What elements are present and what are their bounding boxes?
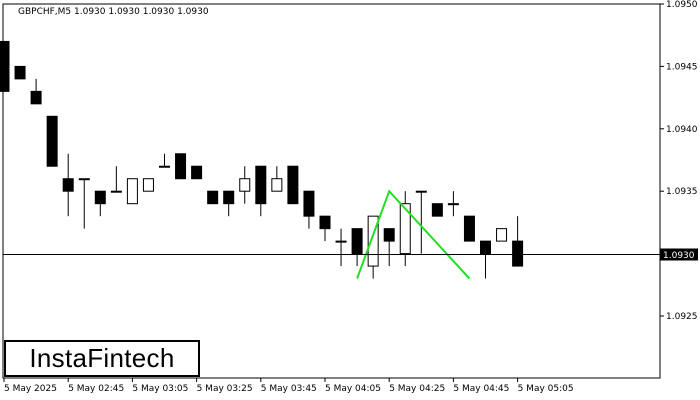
time-tick-label: 5 May 05:05: [518, 384, 574, 394]
candle: [335, 228, 347, 267]
candle: [303, 190, 315, 229]
bear-candle-body: [110, 190, 122, 193]
candle: [191, 165, 203, 180]
bull-candle-body: [239, 178, 251, 192]
candle: [223, 190, 235, 217]
bull-candle-body: [496, 228, 508, 242]
time-tick-label: 5 May 04:25: [389, 384, 445, 394]
candle: [480, 240, 491, 279]
time-tick-label: 5 May 2025: [4, 384, 57, 394]
bear-candle-body: [223, 190, 235, 205]
candle: [399, 191, 411, 267]
current-price-badge-bg: [660, 248, 698, 261]
bear-candle-body: [351, 228, 363, 255]
candle: [367, 215, 379, 279]
price-tick-label: 1.0950: [666, 0, 698, 10]
candle: [463, 215, 475, 242]
candle: [110, 166, 122, 193]
bear-candle-body: [463, 215, 475, 242]
candle: [207, 190, 219, 205]
bear-candle-body: [480, 240, 491, 255]
bear-candle-body: [159, 165, 170, 168]
candle: [431, 203, 443, 217]
time-axis: 5 May 2025 5 May 02:45 5 May 03:05 5 May 03…: [3, 378, 574, 394]
bull-candle-body: [399, 203, 411, 255]
candle: [255, 165, 267, 217]
bear-candle-body: [14, 65, 26, 80]
bull-candle-body: [271, 178, 283, 192]
bear-candle-body: [383, 228, 395, 242]
candle: [287, 165, 299, 205]
candle: [78, 178, 90, 229]
bear-candle-body: [62, 178, 74, 192]
candles-layer: [0, 40, 524, 279]
bear-candle-body: [431, 203, 443, 217]
instafintech-logo: InstaFintech: [4, 340, 200, 377]
symbol-header: GBPCHF,M5 1.0930 1.0930 1.0930 1.0930: [18, 7, 209, 17]
bear-candle-body: [46, 115, 58, 167]
bear-candle-body: [207, 190, 219, 205]
candle: [175, 153, 187, 180]
candle: [383, 228, 395, 267]
bear-candle-body: [30, 90, 42, 105]
pattern-line: [356, 189, 471, 280]
time-tick-label: 5 May 04:05: [325, 384, 381, 394]
candle: [142, 178, 154, 192]
bull-candle-body: [126, 178, 138, 205]
time-tick-label: 5 May 03:45: [261, 384, 317, 394]
candle: [239, 166, 251, 204]
candle: [512, 216, 524, 267]
bear-candle-body: [319, 215, 331, 230]
candle: [415, 190, 427, 254]
candle: [271, 166, 283, 192]
bear-candle-body: [0, 40, 10, 92]
bull-candle-body: [142, 178, 154, 192]
price-tick-label: 1.0925: [666, 312, 698, 322]
current-price-label: 1.0930: [663, 251, 695, 261]
candle: [30, 78, 42, 105]
candle: [46, 115, 58, 167]
candle: [0, 40, 10, 92]
price-axis: 1.09501.09451.09401.09351.09301.09251.09…: [660, 0, 698, 322]
price-tick-label: 1.0945: [666, 62, 698, 72]
price-tick-label: 1.0935: [666, 187, 698, 197]
bear-candle-body: [335, 240, 347, 243]
candle: [447, 191, 459, 217]
pattern-layer: [356, 189, 471, 280]
candle: [62, 153, 74, 217]
candle: [319, 215, 331, 242]
bear-candle-body: [175, 153, 187, 180]
bear-candle-body: [415, 190, 427, 193]
time-tick-label: 5 May 02:45: [68, 384, 124, 394]
bear-candle-body: [303, 190, 315, 217]
bear-candle-body: [287, 165, 299, 205]
candle: [159, 153, 170, 168]
candle: [496, 228, 508, 242]
bear-candle-body: [78, 178, 90, 181]
current-price-badge: 1.0930: [660, 248, 698, 261]
candle: [94, 190, 106, 217]
time-tick-label: 5 May 03:05: [132, 384, 188, 394]
time-tick-label: 5 May 04:45: [453, 384, 509, 394]
candle: [351, 228, 363, 267]
bear-candle-body: [447, 203, 459, 206]
bear-candle-body: [255, 165, 267, 205]
bear-candle-body: [512, 240, 524, 267]
bull-candle-body: [367, 215, 379, 267]
candle: [14, 65, 26, 80]
bear-candle-body: [191, 165, 203, 180]
candle: [126, 178, 138, 205]
price-tick-label: 1.0940: [666, 125, 698, 135]
time-tick-label: 5 May 03:25: [197, 384, 253, 394]
bear-candle-body: [94, 190, 106, 205]
